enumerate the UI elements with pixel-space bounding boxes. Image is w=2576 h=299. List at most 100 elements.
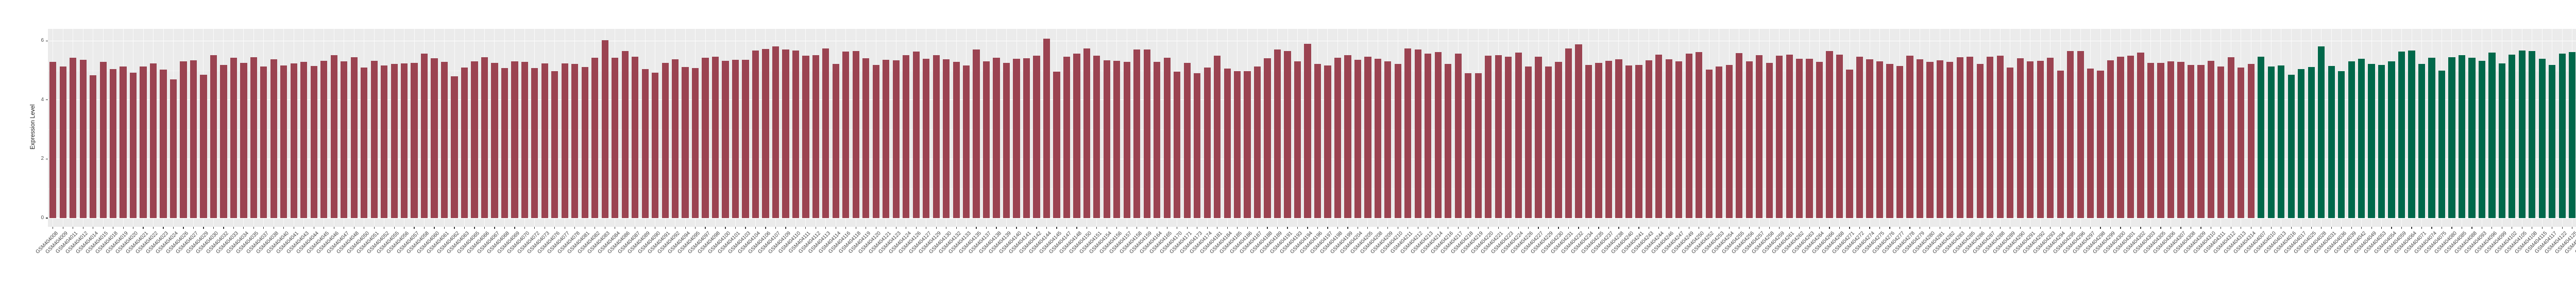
x-tick-mark — [152, 227, 154, 229]
x-tick-mark — [2150, 227, 2151, 229]
x-tick-mark — [2020, 227, 2021, 229]
x-tick-mark — [805, 227, 806, 229]
bar-GSM404017 — [2298, 69, 2305, 218]
bar-GSM404197 — [1324, 65, 1331, 218]
bar-GSM404096 — [2488, 53, 2496, 218]
bar-GSM404070 — [521, 62, 528, 218]
bar-GSM404297 — [2087, 69, 2094, 218]
x-tick-mark — [2541, 227, 2543, 229]
bar-GSM404292 — [2037, 61, 2044, 218]
x-tick-mark — [2180, 227, 2181, 229]
bar-GSM404092 — [672, 59, 679, 218]
bar-GSM404052 — [381, 65, 388, 218]
bar-GSM404246 — [1665, 59, 1672, 218]
x-tick-mark — [1518, 227, 1519, 229]
bar-GSM404298 — [2097, 71, 2104, 218]
x-tick-mark — [1809, 227, 1810, 229]
bar-GSM404037 — [260, 67, 267, 218]
bar-GSM404290 — [2016, 58, 2024, 218]
x-tick-mark — [755, 227, 756, 229]
x-tick-mark — [374, 227, 375, 229]
x-tick-mark — [504, 227, 505, 229]
bar-GSM404030 — [210, 55, 217, 218]
x-tick-mark — [534, 227, 535, 229]
bar-GSM404188 — [1264, 58, 1271, 218]
bar-GSM404174 — [1204, 67, 1211, 218]
x-tick-mark — [1588, 227, 1589, 229]
x-tick-mark — [956, 227, 957, 229]
x-tick-mark — [1036, 227, 1037, 229]
x-tick-mark — [2160, 227, 2161, 229]
x-tick-mark — [825, 227, 826, 229]
bar-GSM404029 — [200, 75, 207, 218]
bar-GSM404213 — [1425, 53, 1432, 218]
x-tick-mark — [243, 227, 244, 229]
bar-GSM404076 — [551, 71, 558, 218]
bar-GSM404024 — [170, 79, 177, 218]
x-tick-mark — [1076, 227, 1077, 229]
bar-GSM404209 — [1384, 61, 1392, 218]
bar-GSM404074 — [2428, 57, 2435, 218]
bar-GSM404310 — [2207, 61, 2214, 218]
x-tick-mark — [1006, 227, 1007, 229]
x-tick-mark — [484, 227, 485, 229]
x-tick-mark — [2351, 227, 2352, 229]
bar-GSM404118 — [852, 51, 859, 218]
x-tick-mark — [574, 227, 575, 229]
bar-GSM404268 — [1836, 55, 1843, 218]
x-tick-mark — [785, 227, 786, 229]
bar-GSM404299 — [2107, 60, 2114, 218]
bar-GSM404065 — [471, 61, 478, 218]
bar-GSM404075 — [2438, 71, 2446, 218]
bar-GSM404041 — [290, 63, 297, 218]
x-tick-mark — [494, 227, 495, 229]
bar-GSM404241 — [1635, 64, 1642, 218]
x-tick-mark — [2311, 227, 2312, 229]
x-tick-mark — [514, 227, 515, 229]
bar-GSM404199 — [1344, 55, 1351, 218]
x-tick-mark — [2471, 227, 2472, 229]
bar-GSM404210 — [1394, 64, 1401, 218]
bar-GSM404098 — [711, 56, 719, 218]
x-tick-mark — [1879, 227, 1880, 229]
bar-GSM404057 — [411, 62, 418, 218]
x-tick-mark — [765, 227, 766, 229]
bar-GSM404148 — [1073, 53, 1080, 218]
bar-GSM404121 — [883, 59, 890, 218]
x-tick-mark — [2040, 227, 2041, 229]
x-tick-mark — [263, 227, 264, 229]
bar-GSM404240 — [1625, 65, 1633, 218]
bar-GSM404107 — [772, 46, 779, 218]
bar-GSM404111 — [802, 55, 809, 218]
bar-GSM404165 — [1163, 57, 1171, 218]
x-tick-mark — [2562, 227, 2563, 229]
bar-GSM404015 — [99, 62, 107, 218]
x-tick-mark — [1819, 227, 1820, 229]
bar-GSM404014 — [90, 75, 97, 218]
bar-GSM404042 — [2358, 58, 2365, 218]
x-tick-mark — [2421, 227, 2422, 229]
bar-GSM404288 — [1996, 56, 2004, 218]
bar-GSM404291 — [2027, 61, 2034, 218]
bar-GSM404049 — [2368, 63, 2375, 218]
bar-GSM404286 — [1976, 64, 1984, 218]
x-tick-mark — [2060, 227, 2061, 229]
x-tick-mark — [173, 227, 174, 229]
y-tick-label: 0 — [41, 215, 44, 221]
x-tick-mark — [685, 227, 686, 229]
bar-GSM404311 — [2217, 67, 2225, 218]
bar-GSM404295 — [2067, 51, 2074, 218]
bar-GSM404046 — [330, 55, 337, 218]
x-tick-mark — [2080, 227, 2081, 229]
y-tick-label: 6 — [41, 38, 44, 44]
x-tick-mark — [1849, 227, 1850, 229]
bar-GSM404099 — [2498, 63, 2505, 218]
bar-GSM404191 — [1284, 51, 1291, 218]
bar-GSM404116 — [842, 51, 850, 218]
bar-GSM404282 — [1946, 62, 1954, 218]
bar-GSM404234 — [1585, 64, 1592, 218]
bar-GSM404058 — [420, 54, 428, 218]
x-tick-mark — [2381, 227, 2382, 229]
bar-GSM404140 — [1013, 58, 1020, 218]
gridline-major — [48, 99, 2576, 101]
